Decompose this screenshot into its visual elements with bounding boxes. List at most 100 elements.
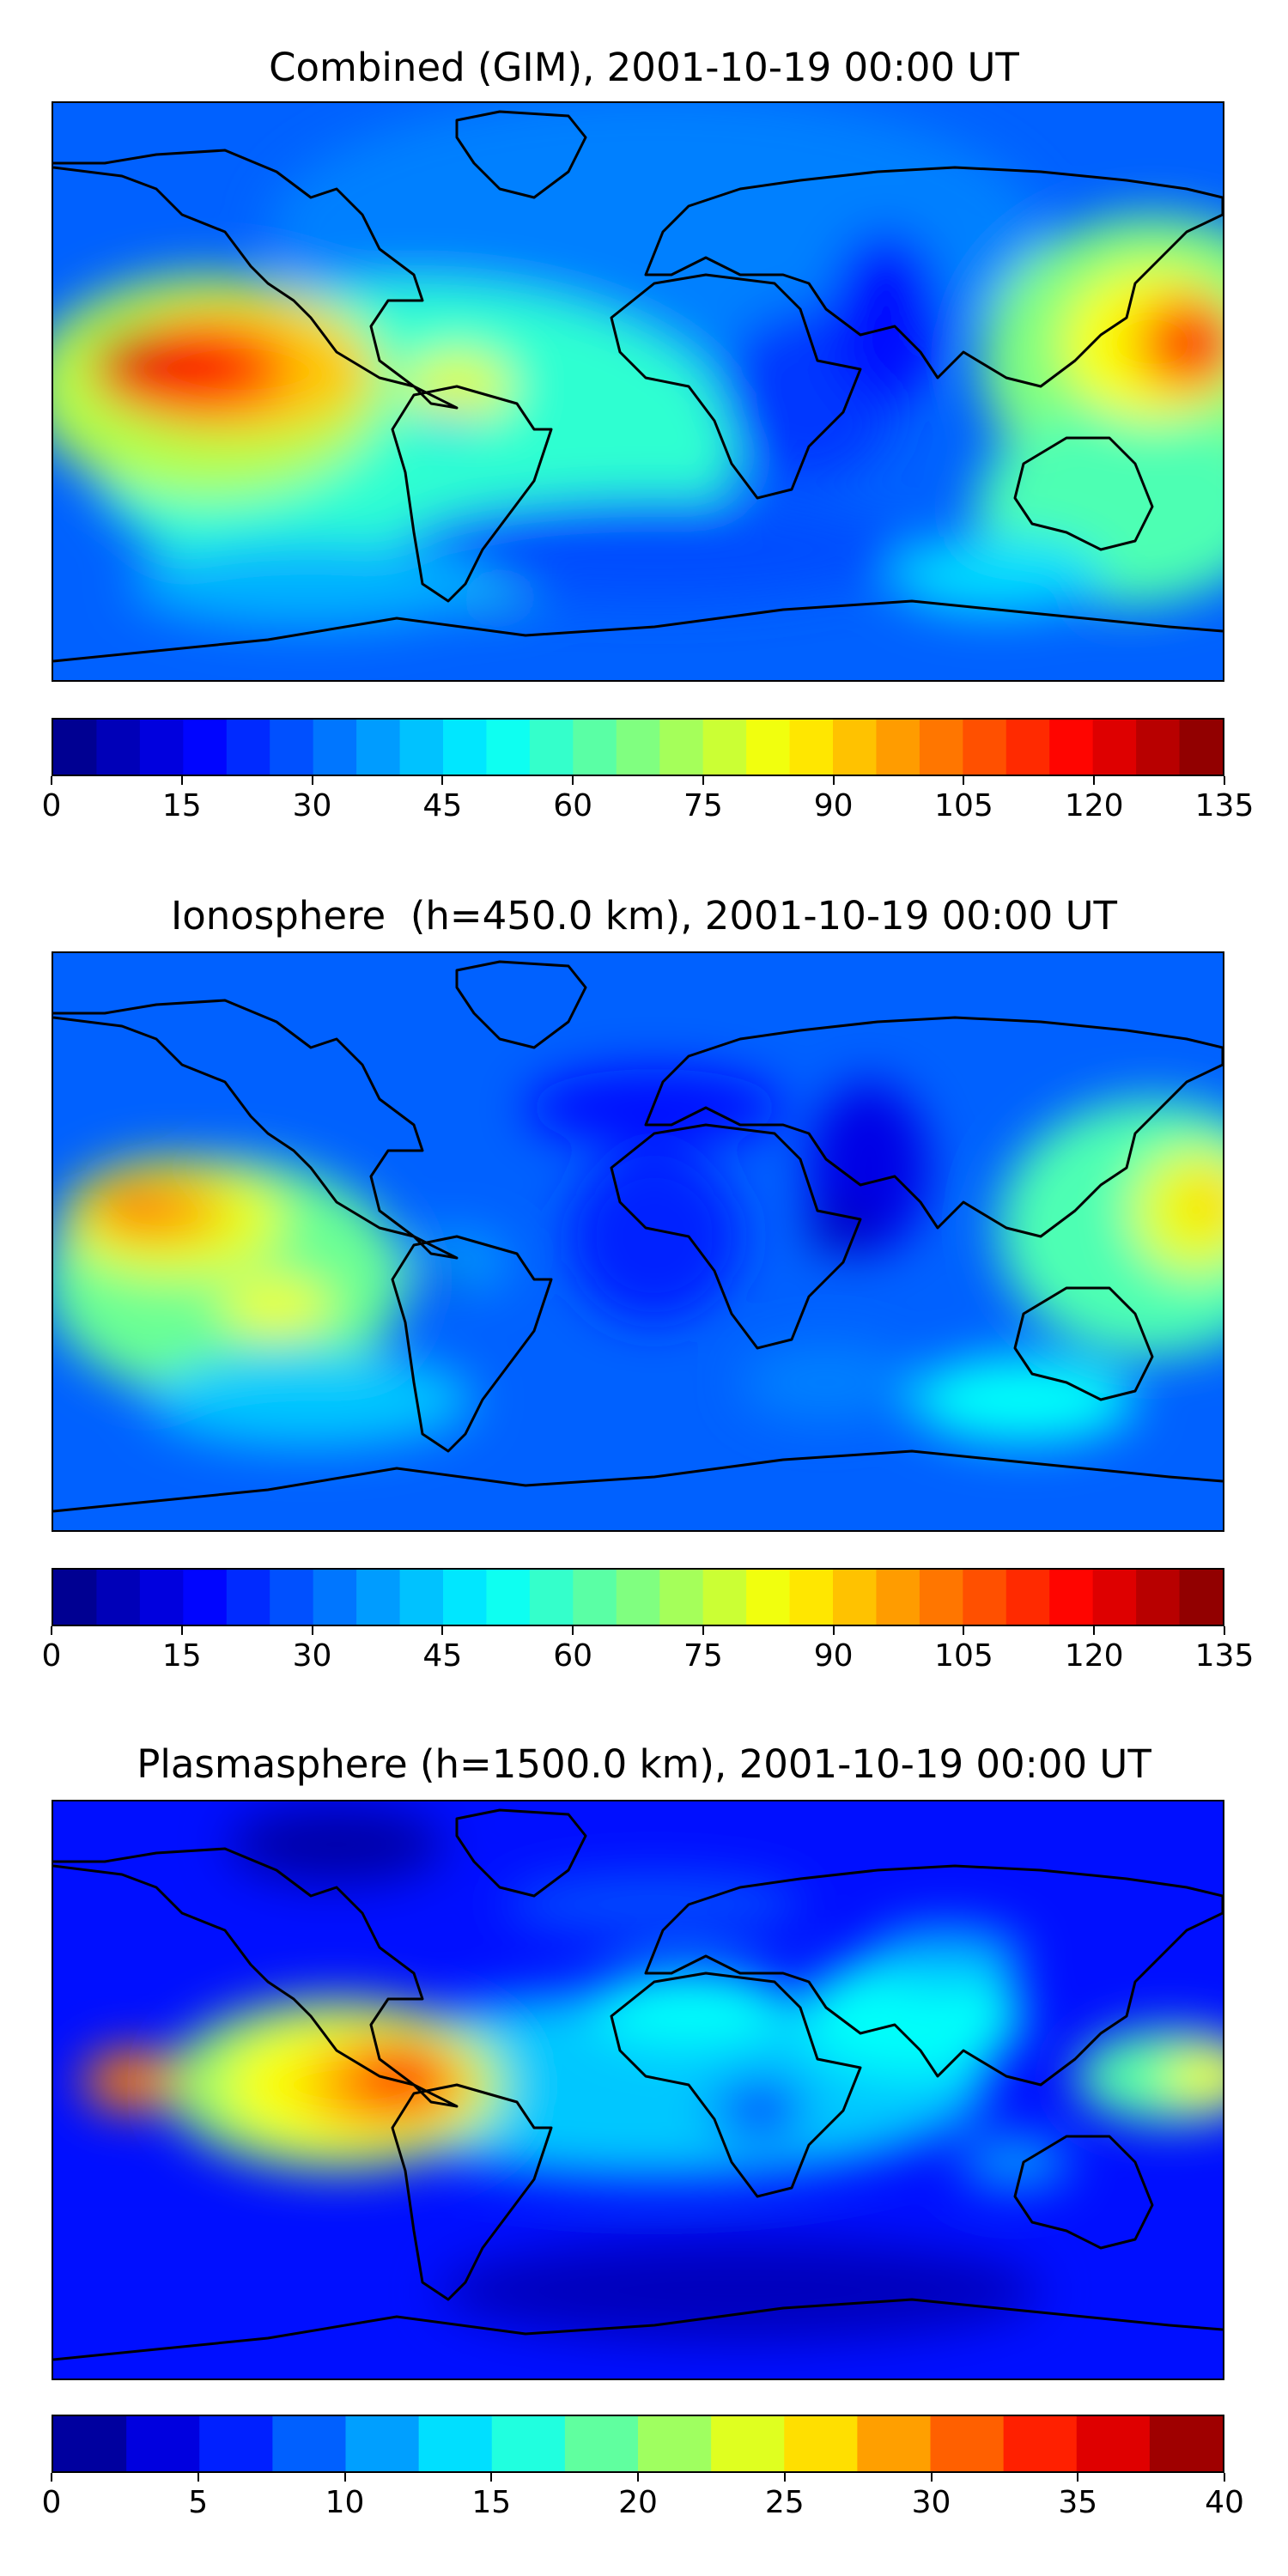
colorbar-bin [784,2416,858,2471]
colorbar-bin [1092,1570,1137,1625]
coastline [53,1449,1223,1513]
coastline [455,110,587,199]
colorbar-bin [876,1570,920,1625]
panel-title-ionosphere: Ionosphere (h=450.0 km), 2001-10-19 00:0… [170,893,1118,939]
colorbar-tick-label: 75 [683,1638,723,1674]
colorbar-bin [139,1570,184,1625]
coastline [610,273,862,500]
colorbar-tick-mark [51,1626,52,1635]
field-contour [221,1279,332,1331]
colorbar-bin [96,1570,141,1625]
field-contour [740,1344,912,1421]
colorbar-tick-label: 75 [683,788,723,823]
colorbar-bin [919,1570,963,1625]
coastline [53,149,459,410]
coastline [391,385,553,603]
colorbar-bin [1092,720,1137,775]
colorbar-tick-mark [832,776,835,785]
colorbar-bin [272,2416,347,2471]
coastline [1013,2135,1154,2250]
coastline [1013,1286,1154,1401]
coastline [1013,436,1154,551]
coastline [53,1847,459,2108]
colorbar-tick-mark [637,2473,639,2482]
colorbar-bin [789,720,834,775]
coastline [610,1971,862,2198]
colorbar-combined [52,718,1224,776]
colorbar-bin [1136,720,1181,775]
field-contour [1182,1172,1223,1232]
field-contour [148,1352,474,1447]
panel-title-plasmasphere: Plasmasphere (h=1500.0 km), 2001-10-19 0… [137,1741,1151,1787]
colorbar-tick-mark [832,1626,835,1635]
colorbar-bin [711,2416,785,2471]
colorbar-tick-mark [930,2473,933,2482]
field-contour [1165,2050,1223,2102]
colorbar-bin [564,2416,639,2471]
colorbar-bin [443,720,488,775]
colorbar-bin [857,2416,932,2471]
colorbar-tick-label: 30 [292,1638,332,1674]
colorbar-bin [1049,720,1094,775]
field-contour [440,2239,1041,2342]
colorbar-bin [963,720,1007,775]
coastline [391,2083,553,2301]
colorbar-tick-label: 105 [934,1638,993,1674]
colorbar-bin [139,720,184,775]
colorbar-bin [1076,2416,1151,2471]
coastline [53,999,459,1260]
colorbar-bin [226,720,270,775]
map-plasmasphere [52,1800,1224,2380]
field-contour [131,541,491,627]
colorbar-bin [53,2416,127,2471]
colorbar-bin [126,2416,200,2471]
field-contour [229,1806,444,1883]
colorbar-bin [399,1570,444,1625]
field-contour [830,232,942,404]
coastline [391,1235,553,1453]
field-contour [800,1956,1024,2076]
colorbar-tick-mark [1093,1626,1096,1635]
colorbar-tick-mark [51,2473,52,2482]
colorbar-tick-label: 45 [422,788,463,823]
field-contour [590,1969,787,2046]
colorbar-bin [930,2416,1005,2471]
colorbar-bin [616,1570,660,1625]
colorbar-ticks-plasmasphere: 0 5 10 15 20 25 30 35 40 [42,2473,1244,2524]
colorbar-tick-mark [441,776,444,785]
colorbar-tick-label: 0 [41,1638,62,1674]
colorbar-bin [746,1570,791,1625]
colorbar-bin [1049,1570,1094,1625]
colorbar-tick-label: 105 [934,788,993,823]
coastline [610,1123,862,1350]
field-contour [568,1151,740,1322]
colorbar-tick-mark [1224,1626,1225,1635]
colorbar-bin [789,1570,834,1625]
colorbar-tick-mark [490,2473,493,2482]
colorbar-bin [399,720,444,775]
colorbar-bin [1179,720,1223,775]
colorbar-tick-mark [311,776,313,785]
field-contour [869,1926,1024,1986]
colorbar-tick-mark [963,1626,965,1635]
colorbar-bin [919,720,963,775]
colorbar-bin [638,2416,712,2471]
colorbar-bin [199,2416,273,2471]
colorbar-bin [1005,1570,1050,1625]
colorbar-tick-mark [51,776,52,785]
colorbar-bin [529,720,574,775]
colorbar-bin [833,720,878,775]
colorbar-ionosphere [52,1568,1224,1626]
field-contour [1075,2029,1223,2123]
colorbar-tick-label: 120 [1064,1638,1124,1674]
field-contour [96,337,165,368]
colorbar-tick-mark [572,776,574,785]
colorbar-bin [616,720,660,775]
colorbar-bin [659,1570,704,1625]
colorbar-bin [53,1570,98,1625]
colorbar-bin [1136,1570,1181,1625]
coastline [53,599,1223,663]
colorbar-tick-label: 40 [1205,2485,1244,2520]
field-contour [418,410,478,432]
colorbar-bin [491,2416,566,2471]
